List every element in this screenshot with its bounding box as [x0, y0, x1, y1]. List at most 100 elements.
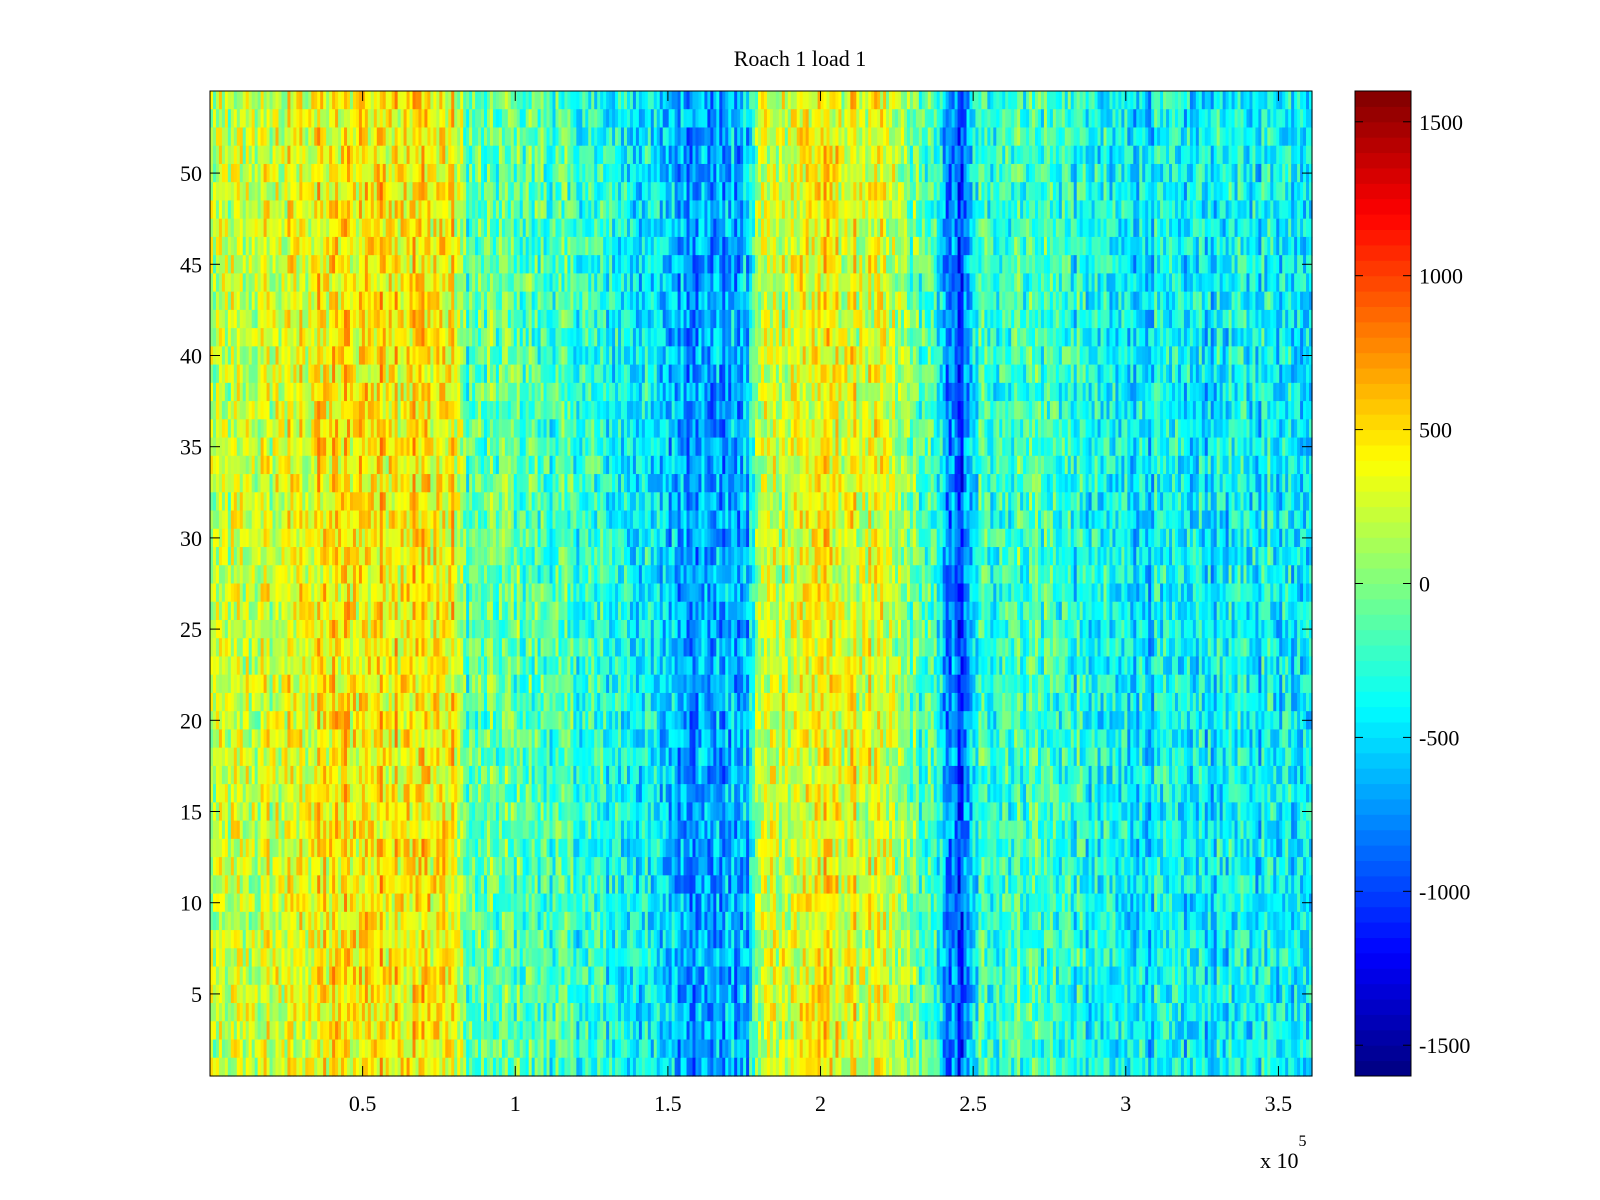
heatmap-cell — [811, 127, 816, 147]
heatmap-cell — [793, 109, 798, 129]
heatmap-cell — [585, 91, 589, 110]
heatmap-cell — [320, 182, 324, 202]
heatmap-cell — [320, 109, 324, 129]
heatmap-cell — [513, 218, 518, 238]
heatmap-cell — [1157, 145, 1161, 165]
heatmap-cell — [1103, 109, 1108, 129]
heatmap-cell — [856, 273, 860, 293]
heatmap-cell — [534, 273, 539, 293]
heatmap-cell — [766, 145, 771, 165]
heatmap-cell — [743, 127, 747, 147]
heatmap-cell — [1282, 91, 1286, 110]
heatmap-cell — [582, 91, 586, 110]
heatmap-cell — [391, 109, 396, 129]
heatmap-cell — [659, 273, 664, 293]
heatmap-cell — [895, 273, 899, 293]
heatmap-cell — [558, 182, 563, 202]
heatmap-cell — [525, 200, 530, 220]
heatmap-cell — [215, 127, 220, 147]
heatmap-cell — [1121, 109, 1125, 129]
heatmap-cell — [942, 163, 947, 183]
heatmap-cell — [1112, 200, 1117, 220]
heatmap-cell — [501, 182, 506, 202]
heatmap-cell — [495, 273, 500, 293]
heatmap-cell — [960, 109, 965, 129]
heatmap-cell — [737, 91, 741, 110]
heatmap-cell — [868, 255, 872, 275]
heatmap-cell — [1079, 145, 1084, 165]
heatmap-cell — [752, 145, 756, 165]
heatmap-cell — [1264, 91, 1268, 110]
heatmap-cell — [1151, 127, 1155, 147]
heatmap-cell — [880, 163, 884, 183]
heatmap-cell — [722, 145, 726, 165]
heatmap-cell — [522, 145, 527, 165]
heatmap-cell — [460, 218, 464, 238]
heatmap-cell — [236, 200, 241, 220]
heatmap-cell — [385, 163, 390, 183]
heatmap-cell — [1076, 236, 1081, 256]
heatmap-cell — [427, 236, 431, 256]
heatmap-cell — [454, 163, 458, 183]
heatmap-cell — [1109, 127, 1114, 147]
heatmap-cell — [963, 163, 968, 183]
heatmap-cell — [915, 236, 920, 256]
heatmap-cell — [1252, 200, 1257, 220]
heatmap-cell — [811, 218, 816, 238]
heatmap-cell — [501, 218, 506, 238]
heatmap-cell — [1079, 109, 1084, 129]
heatmap-cell — [275, 127, 280, 147]
heatmap-cell — [707, 91, 711, 110]
heatmap-cell — [1201, 255, 1206, 275]
heatmap-cell — [1115, 218, 1120, 238]
heatmap-cell — [522, 109, 527, 129]
heatmap-cell — [1174, 255, 1179, 275]
heatmap-cell — [814, 182, 819, 202]
heatmap-cell — [585, 127, 589, 147]
heatmap-cell — [850, 255, 854, 275]
heatmap-cell — [352, 163, 357, 183]
heatmap-cell — [478, 91, 482, 110]
heatmap-cell — [683, 109, 688, 129]
heatmap-cell — [755, 127, 759, 147]
heatmap-cell — [942, 255, 947, 275]
heatmap-cell — [257, 127, 262, 147]
heatmap-cell — [561, 163, 566, 183]
heatmap-cell — [802, 236, 807, 256]
heatmap-cell — [832, 255, 837, 275]
heatmap-cell — [1207, 200, 1212, 220]
heatmap-cell — [772, 273, 777, 293]
heatmap-cell — [400, 236, 405, 256]
heatmap-cell — [519, 255, 524, 275]
heatmap-cell — [650, 109, 655, 129]
heatmap-cell — [1195, 127, 1200, 147]
heatmap-cell — [552, 109, 557, 129]
heatmap-cell — [1088, 163, 1093, 183]
heatmap-cell — [504, 218, 509, 238]
heatmap-cell — [695, 236, 700, 256]
heatmap-cell — [448, 255, 452, 275]
heatmap-cell — [263, 182, 268, 202]
heatmap-cell — [912, 182, 917, 202]
heatmap-cell — [769, 109, 774, 129]
heatmap-cell — [1088, 145, 1093, 165]
heatmap-cell — [543, 109, 548, 129]
heatmap-cell — [564, 182, 569, 202]
heatmap-cell — [1210, 218, 1215, 238]
heatmap-cell — [397, 145, 402, 165]
heatmap-cell — [1064, 163, 1069, 183]
heatmap-cell — [1252, 127, 1257, 147]
heatmap-cell — [945, 200, 950, 220]
heatmap-cell — [1300, 218, 1304, 238]
heatmap-cell — [600, 200, 604, 220]
heatmap-cell — [347, 127, 351, 147]
heatmap-cell — [1288, 145, 1292, 165]
heatmap-cell — [1064, 236, 1069, 256]
heatmap-cell — [716, 273, 720, 293]
heatmap-cell — [317, 255, 321, 275]
heatmap-cell — [269, 200, 274, 220]
heatmap-cell — [344, 91, 348, 110]
heatmap-cell — [1148, 255, 1152, 275]
heatmap-cell — [1279, 163, 1283, 183]
heatmap-cell — [415, 200, 420, 220]
